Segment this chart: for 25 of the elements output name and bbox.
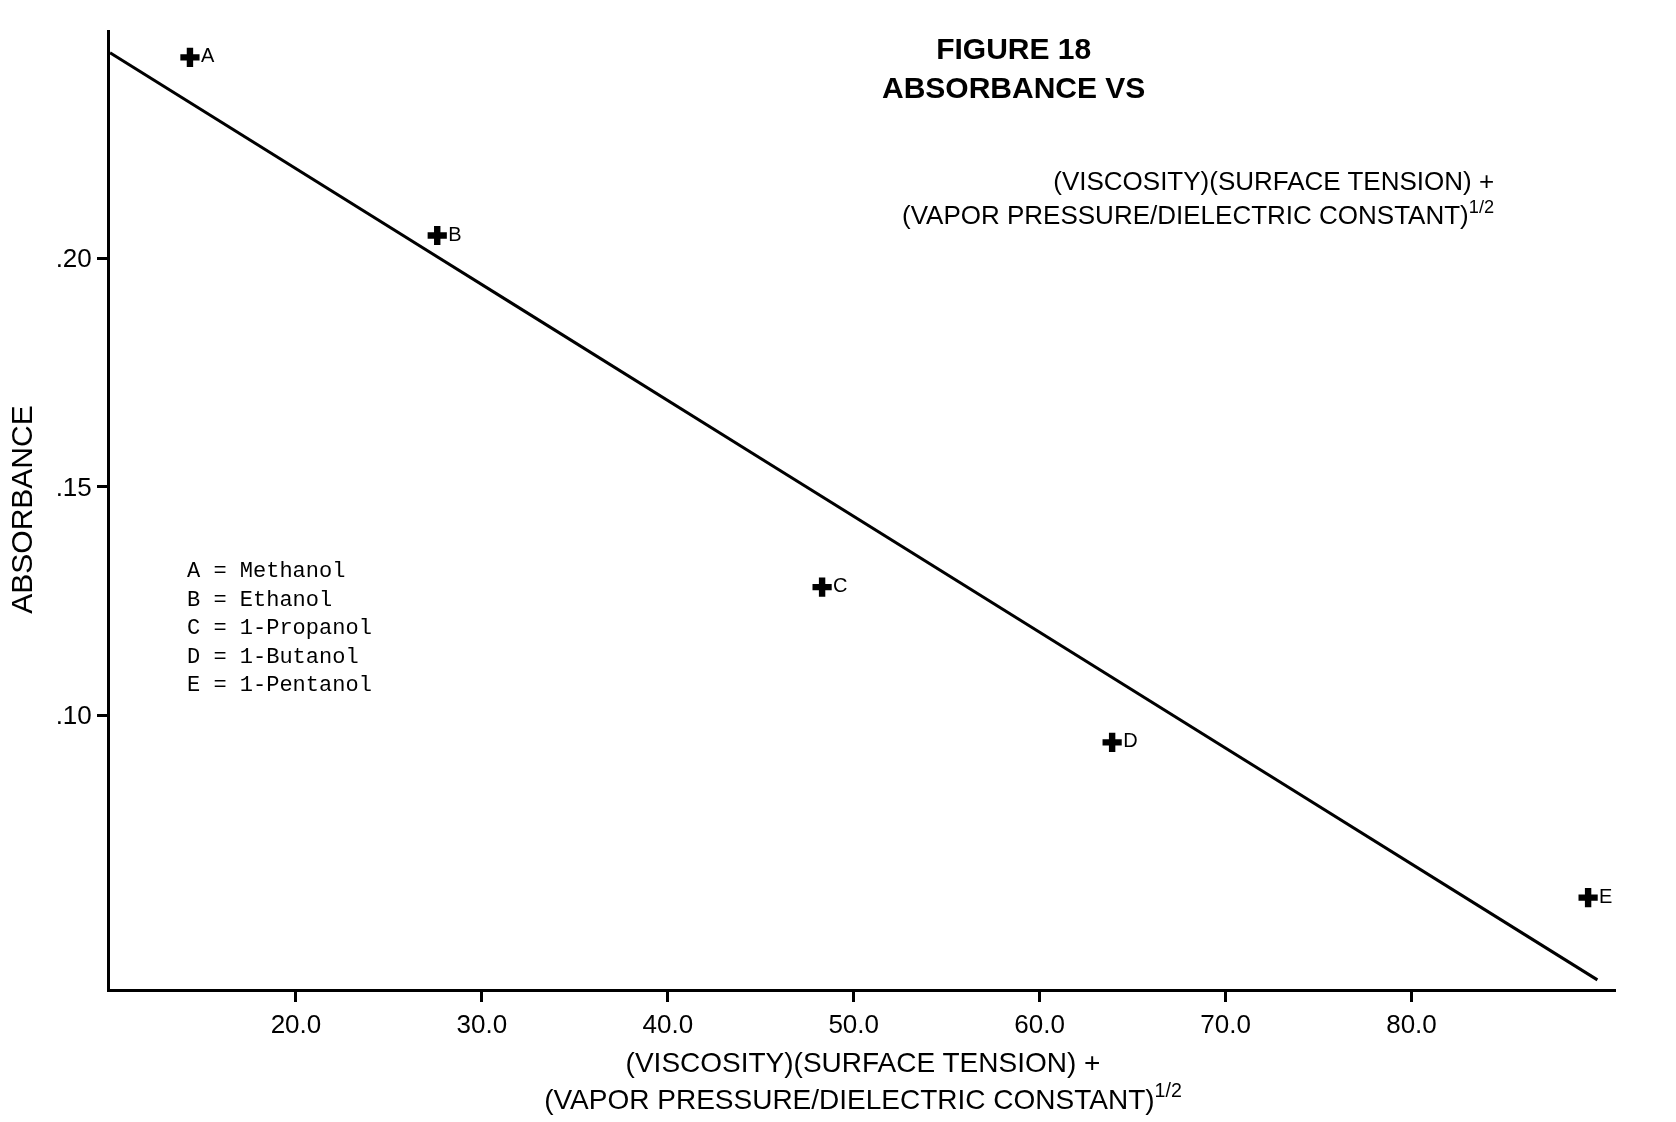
data-label: A — [200, 44, 215, 67]
data-label: C — [833, 574, 848, 597]
text: (VISCOSITY)(SURFACE TENSION) + (VAPOR PRESSURE/DIELECTRIC CONSTANT)$^{1/2}$ — [902, 166, 1495, 230]
point — [427, 225, 447, 246]
x-tick-label: 80.0 — [1386, 1009, 1437, 1040]
data-label: B — [448, 222, 462, 245]
x-tick-label: 70.0 — [1200, 1009, 1251, 1040]
point — [180, 47, 200, 67]
y-tick-label: .15 — [55, 471, 92, 502]
point — [1102, 732, 1122, 752]
point — [1578, 888, 1598, 908]
x-tick-label: 20.0 — [270, 1009, 322, 1040]
y-axis-title: ABSORBANCE — [4, 405, 38, 614]
y-tick-label: .10 — [55, 700, 92, 731]
text: FIGURE 18 ABSORBANCE VS — [882, 32, 1146, 104]
data-label: D — [1123, 729, 1138, 752]
x-axis-title: (VISCOSITY)(SURFACE TENSION) + (VAPOR PRESSURE/DIELECTRIC CONSTANT)$^{1/2}$ — [544, 1047, 1182, 1115]
x-tick-label: 30.0 — [456, 1009, 508, 1040]
data-label: E — [1599, 884, 1613, 907]
x-tick-label: 40.0 — [642, 1009, 694, 1040]
x-tick-label: 60.0 — [1014, 1009, 1065, 1040]
x-tick-label: 50.0 — [828, 1009, 879, 1040]
annotation: A = Methanol B = Ethanol C = 1-Propanol D = 1-Butanol E = 1-Pentanol — [187, 559, 372, 699]
y-tick-label: .20 — [55, 243, 92, 274]
point — [812, 577, 832, 597]
